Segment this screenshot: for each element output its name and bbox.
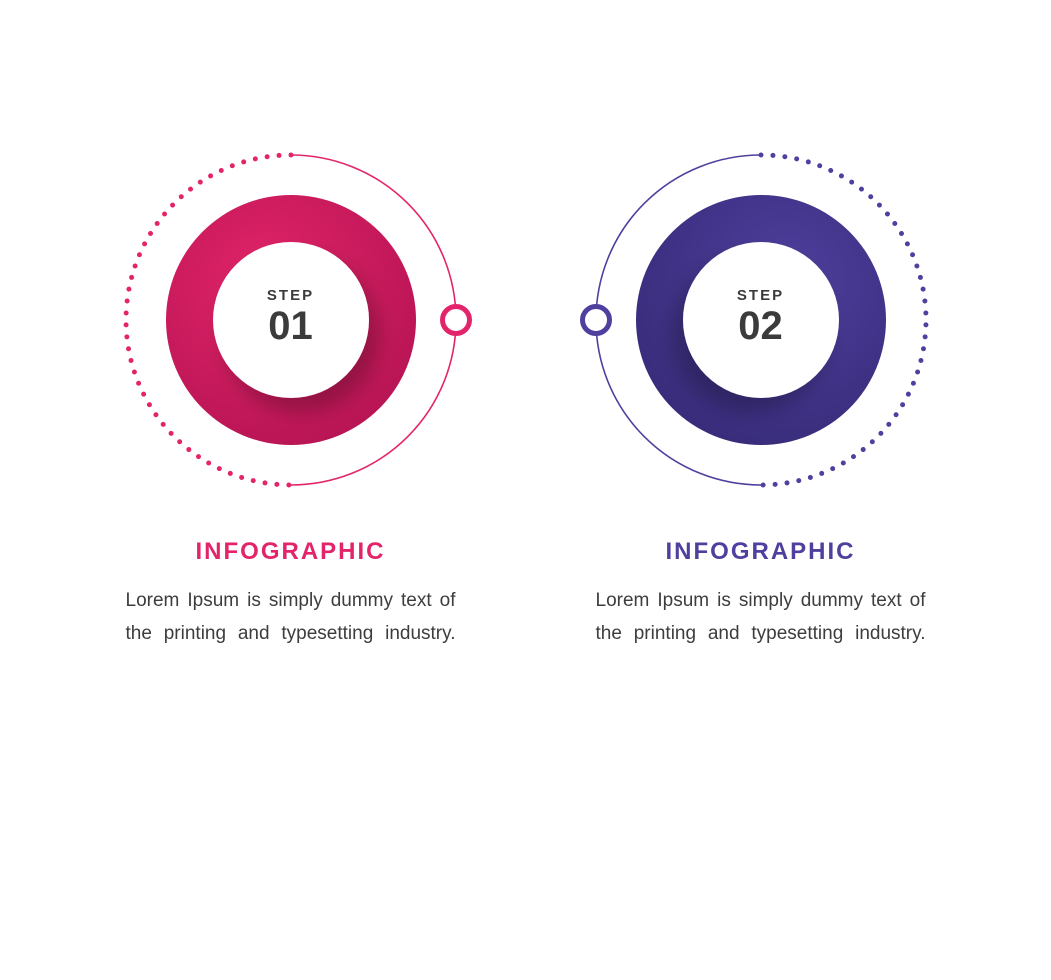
- step-02-heading: INFOGRAPHIC: [596, 538, 926, 566]
- step-01-step-number: 01: [267, 306, 314, 346]
- infographic-stage: STEP 01 INFOGRAPHIC Lorem Ipsum is simpl…: [0, 0, 1051, 980]
- step-02-caption: INFOGRAPHIC Lorem Ipsum is simply dummy …: [596, 538, 926, 651]
- step-02: STEP 02 INFOGRAPHIC Lorem Ipsum is simpl…: [571, 150, 951, 980]
- step-02-center-label: STEP 02: [737, 287, 784, 346]
- step-01-body: Lorem Ipsum is simply dummy text of the …: [126, 584, 456, 651]
- step-02-body: Lorem Ipsum is simply dummy text of the …: [596, 584, 926, 651]
- step-02-step-word: STEP: [737, 287, 784, 304]
- step-01-center-label: STEP 01: [267, 287, 314, 346]
- step-01-heading: INFOGRAPHIC: [126, 538, 456, 566]
- step-01-orbit-dot: [440, 304, 472, 336]
- step-02-step-number: 02: [737, 306, 784, 346]
- step-01-step-word: STEP: [267, 287, 314, 304]
- step-02-graphic: STEP 02: [591, 150, 931, 490]
- step-01-caption: INFOGRAPHIC Lorem Ipsum is simply dummy …: [126, 538, 456, 651]
- step-02-orbit-dot: [580, 304, 612, 336]
- step-01: STEP 01 INFOGRAPHIC Lorem Ipsum is simpl…: [101, 150, 481, 980]
- step-01-graphic: STEP 01: [121, 150, 461, 490]
